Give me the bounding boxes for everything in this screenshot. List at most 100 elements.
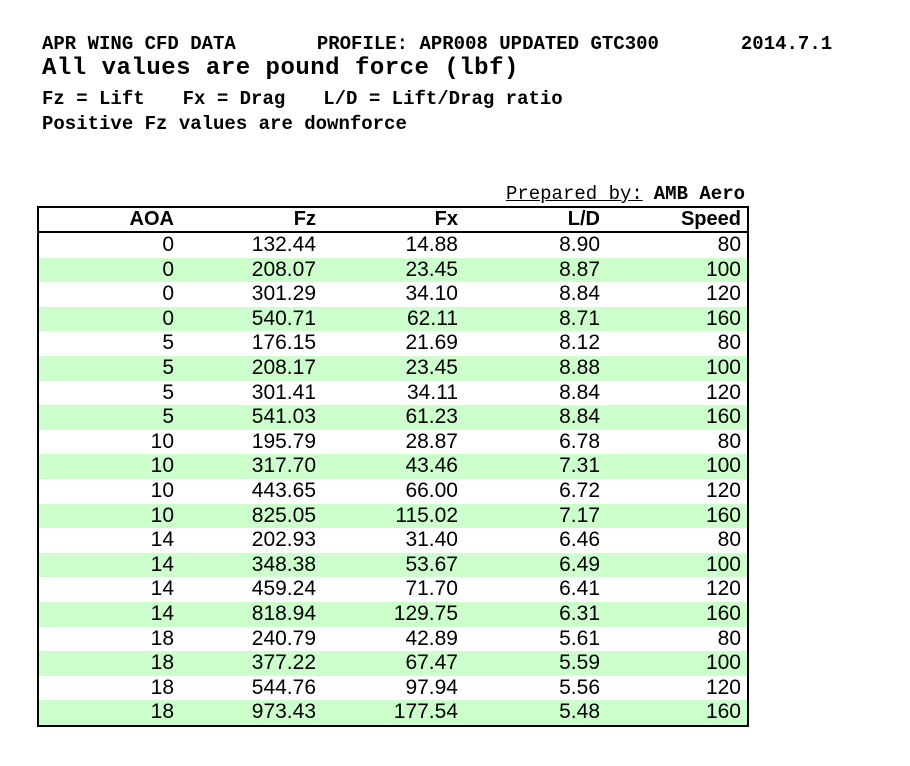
table-row: 10 195.79 28.87 6.78 80: [38, 429, 748, 455]
table-cell: 8.84: [559, 282, 600, 306]
column-header: L/D: [464, 207, 606, 233]
legend-fx: Fx = Drag: [182, 88, 286, 110]
table-cell: 34.11: [407, 380, 458, 404]
table-cell: 21.69: [405, 331, 458, 355]
table-cell: 177.54: [393, 700, 458, 724]
table-cell: 23.45: [405, 257, 458, 281]
table-cell: 31.40: [405, 528, 458, 552]
table-cell: 23.45: [405, 355, 458, 379]
table-cell: 6.46: [559, 528, 600, 552]
table-cell: 5.56: [559, 675, 600, 699]
legend-fz: Fz = Lift: [42, 88, 145, 110]
table-body: 0 132.44 14.88 8.90 80 0 208.07 23.45 8.87 100 0 30…: [38, 232, 748, 726]
table-cell: 0: [162, 282, 174, 306]
legend-ld: L/D = Lift/Drag ratio: [323, 88, 563, 110]
table-row: 5 541.03 61.23 8.84 160: [38, 405, 748, 430]
table-cell: 7.31: [559, 454, 600, 478]
table-cell: 43.46: [405, 454, 458, 478]
table-cell: 100: [705, 454, 741, 478]
table-cell: 818.94: [251, 601, 316, 625]
table-row: 18 973.43 177.54 5.48 160: [38, 700, 748, 726]
table-cell: 10: [150, 503, 174, 527]
downforce-note: Positive Fz values are downforce: [42, 113, 407, 135]
table-cell: 115.02: [395, 503, 458, 527]
table-cell: 348.38: [251, 552, 316, 576]
table-cell: 14: [150, 577, 174, 601]
prepared-by-value: AMB Aero: [653, 183, 745, 205]
table-cell: 28.87: [405, 429, 458, 453]
table-cell: 459.24: [251, 577, 316, 601]
table-cell: 5: [162, 380, 174, 404]
document-header-line: APR WING CFD DATA PROFILE: APR008 UPDATED…: [42, 33, 832, 55]
table-cell: 120: [705, 380, 741, 404]
table-cell: 80: [717, 626, 741, 650]
table-cell: 18: [150, 700, 174, 724]
table-cell: 18: [150, 626, 174, 650]
table-cell: 8.90: [559, 233, 600, 256]
table-cell: 18: [150, 675, 174, 699]
table-cell: 176.15: [251, 331, 316, 355]
table-cell: 80: [717, 331, 741, 355]
table-row: 18 240.79 42.89 5.61 80: [38, 626, 748, 652]
prepared-by: Prepared by: AMB Aero: [37, 183, 745, 205]
table-cell: 120: [705, 675, 741, 699]
table-cell: 129.75: [393, 601, 458, 625]
column-header: Fz: [180, 207, 322, 233]
table-cell: 5: [162, 331, 174, 355]
table-cell: 100: [705, 257, 741, 281]
table-row: 5 208.17 23.45 8.88 100: [38, 355, 748, 381]
table-cell: 120: [705, 577, 741, 601]
table-cell: 6.72: [559, 478, 600, 502]
table-cell: 100: [705, 355, 741, 379]
table-cell: 8.88: [559, 355, 600, 379]
column-header: Fx: [322, 207, 464, 233]
table-cell: 100: [705, 651, 741, 675]
table-cell: 6.49: [559, 552, 600, 576]
table-cell: 10: [150, 478, 174, 502]
table-cell: 5.59: [559, 651, 600, 675]
table-cell: 0: [162, 233, 174, 256]
page-title: APR WING CFD DATA: [42, 33, 236, 55]
table-cell: 240.79: [251, 626, 316, 650]
table-cell: 10: [150, 429, 174, 453]
table-cell: 160: [705, 306, 741, 330]
table-cell: 8.12: [559, 331, 600, 355]
table-cell: 18: [150, 651, 174, 675]
table-cell: 7.17: [559, 503, 600, 527]
table-cell: 120: [705, 282, 741, 306]
table-row: 0 540.71 62.11 8.71 160: [38, 306, 748, 332]
table-row: 5 301.41 34.11 8.84 120: [38, 380, 748, 406]
table-row: 0 208.07 23.45 8.87 100: [38, 257, 748, 283]
table-cell: 8.87: [559, 257, 600, 281]
prepared-by-label: Prepared by:: [505, 183, 643, 205]
table-cell: 42.89: [405, 626, 458, 650]
table-cell: 34.10: [405, 282, 458, 306]
table-cell: 317.70: [251, 454, 316, 478]
table-cell: 61.23: [405, 405, 458, 429]
table-cell: 14: [150, 552, 174, 576]
table-cell: 160: [705, 700, 741, 724]
table-cell: 66.00: [405, 478, 458, 502]
table-cell: 71.70: [405, 577, 458, 601]
header-row: AOA Fz Fx L/D Speed: [38, 207, 748, 233]
table-row: 0 301.29 34.10 8.84 120: [38, 282, 748, 307]
table-cell: 208.17: [251, 355, 316, 379]
column-header: AOA: [38, 207, 180, 233]
table-cell: 80: [717, 528, 741, 552]
table-row: 14 459.24 71.70 6.41 120: [38, 577, 748, 602]
table-cell: 100: [705, 552, 741, 576]
table-cell: 301.29: [251, 282, 316, 306]
table-cell: 120: [705, 478, 741, 502]
table-cell: 160: [705, 405, 741, 429]
table-row: 10 317.70 43.46 7.31 100: [38, 454, 748, 479]
table-cell: 377.22: [251, 651, 316, 675]
table-cell: 0: [162, 306, 174, 330]
table-cell: 8.84: [559, 380, 600, 404]
table-cell: 5: [162, 405, 174, 429]
table-cell: 14: [150, 601, 174, 625]
table-cell: 6.78: [559, 429, 600, 453]
table-cell: 14: [150, 528, 174, 552]
table-cell: 160: [705, 503, 741, 527]
table-cell: 540.71: [251, 306, 316, 330]
table-row: 10 443.65 66.00 6.72 120: [38, 478, 748, 504]
